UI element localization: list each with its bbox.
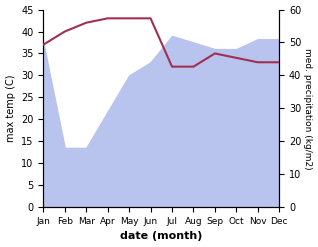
Y-axis label: med. precipitation (kg/m2): med. precipitation (kg/m2): [303, 48, 313, 169]
Y-axis label: max temp (C): max temp (C): [5, 75, 16, 142]
X-axis label: date (month): date (month): [120, 231, 203, 242]
